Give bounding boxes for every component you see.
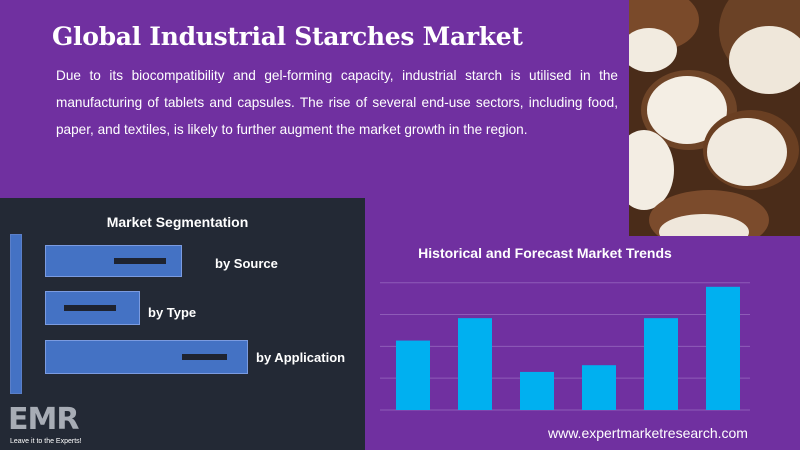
- segment-bar-type-marker: [64, 305, 116, 311]
- segment-bar-source-marker: [114, 258, 166, 264]
- emr-logo-text: EMR: [8, 402, 79, 437]
- chart-bar: [396, 340, 430, 410]
- segment-bar-source: [45, 245, 182, 277]
- chart-bar: [520, 371, 554, 410]
- cassava-illustration: [629, 0, 800, 236]
- emr-tagline: Leave it to the Experts!: [10, 438, 82, 445]
- chart-bar: [582, 365, 616, 410]
- website-url[interactable]: www.expertmarketresearch.com: [548, 425, 748, 441]
- segmentation-axis-bar: [10, 234, 22, 394]
- page-title: Global Industrial Starches Market: [52, 22, 523, 51]
- segmentation-panel: Market Segmentation by Source by Type by…: [0, 198, 365, 450]
- trend-bar-chart: [380, 282, 750, 411]
- chart-bar: [644, 318, 678, 410]
- chart-bar: [458, 318, 492, 410]
- segment-bar-application-marker: [182, 354, 227, 360]
- chart-title: Historical and Forecast Market Trends: [418, 245, 672, 261]
- segment-label-application: by Application: [256, 350, 346, 365]
- segment-bar-type: [45, 291, 140, 325]
- segment-label-type: by Type: [148, 305, 197, 320]
- segment-label-source: by Source: [215, 256, 278, 271]
- segment-bar-application: [45, 340, 248, 374]
- cassava-photo: [629, 0, 800, 236]
- segmentation-title: Market Segmentation: [106, 214, 249, 230]
- market-description: Due to its biocompatibility and gel-form…: [56, 68, 618, 137]
- chart-bar: [706, 286, 740, 410]
- emr-logo: EMR Leave it to the Experts!: [8, 403, 103, 448]
